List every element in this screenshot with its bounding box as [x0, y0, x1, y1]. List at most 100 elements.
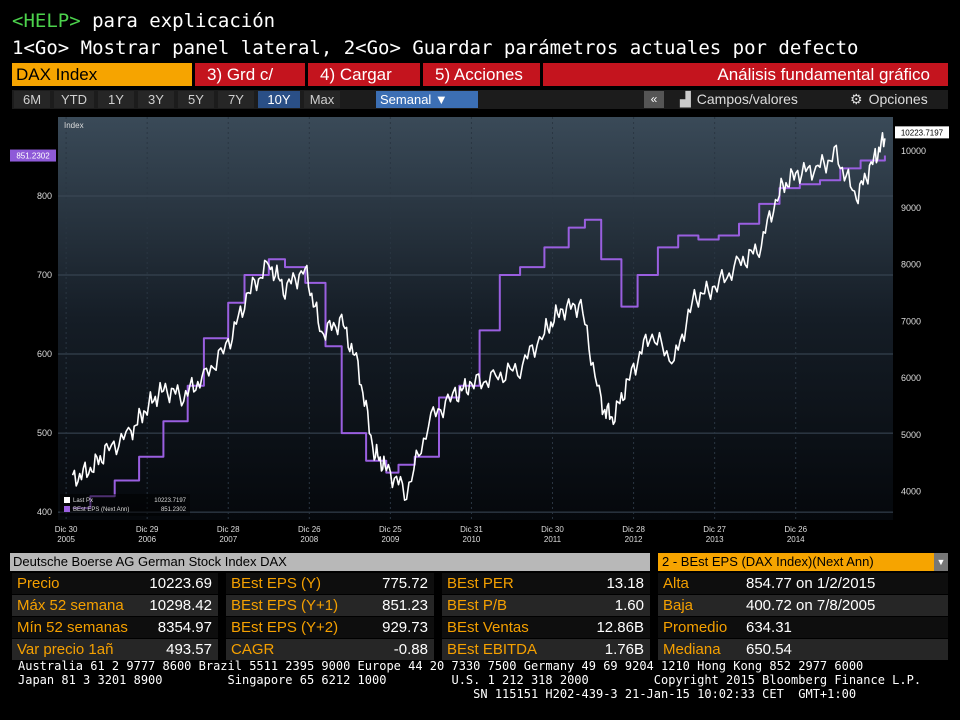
series-line-best-eps[interactable]: [72, 155, 886, 510]
stat-cell: Mín 52 semanas 8354.97: [12, 617, 218, 638]
stat-value: 634.31: [746, 619, 792, 636]
x-tick-label: Dic 30: [55, 525, 78, 534]
period-button-3y[interactable]: 3Y: [138, 91, 174, 108]
stat-label: Var precio 1añ: [17, 641, 114, 658]
stat-cell: Alta 854.77 on 1/2/2015: [658, 573, 948, 594]
stat-cell: BEst EPS (Y+1) 851.23: [226, 595, 434, 616]
plot-area[interactable]: [58, 117, 893, 520]
grid: [58, 117, 893, 520]
x-tick-label: Dic 31: [460, 525, 483, 534]
stat-cell: Promedio 634.31: [658, 617, 948, 638]
frequency-dropdown[interactable]: Semanal ▼: [376, 91, 478, 108]
period-button-1y[interactable]: 1Y: [98, 91, 134, 108]
save-chart-button[interactable]: 3) Grd c/: [195, 63, 305, 86]
x-tick-year: 2008: [300, 535, 318, 544]
series-line-last-px[interactable]: [71, 132, 886, 501]
x-tick-label: Dic 30: [541, 525, 564, 534]
options-button[interactable]: ⚙ Opciones: [850, 90, 928, 109]
right-tick-label: 4000: [901, 487, 921, 497]
stat-cell: BEst EBITDA 1.76B: [442, 639, 650, 660]
stat-label: Baja: [663, 597, 694, 614]
left-last-value-tag: [10, 149, 56, 162]
period-button-10y[interactable]: 10Y: [258, 91, 300, 108]
x-tick-year: 2006: [138, 535, 156, 544]
stat-value: 1.60: [614, 597, 644, 614]
right-last-value: 10223.7197: [901, 128, 944, 137]
options-label: Opciones: [868, 91, 928, 107]
collapse-button[interactable]: «: [644, 91, 664, 108]
stat-value: 13.18: [606, 575, 644, 592]
right-tick-label: 9000: [901, 203, 921, 213]
ticker-field[interactable]: DAX Index: [12, 63, 192, 86]
stat-cell: Precio 10223.69: [12, 573, 218, 594]
left-tick-label: 700: [37, 270, 52, 280]
footer-line: SN 115151 H202-439-3 21-Jan-15 10:02:33 …: [18, 687, 857, 701]
stat-value: 775.72: [382, 575, 428, 592]
stat-label: Precio: [17, 575, 60, 592]
legend-box: [60, 494, 190, 516]
x-tick-label: Dic 29: [136, 525, 159, 534]
footer-line: Australia 61 2 9777 8600 Brazil 5511 239…: [18, 659, 864, 673]
stat-value: 851.23: [382, 597, 428, 614]
fields-values-button[interactable]: ▟ Campos/valores: [680, 90, 798, 109]
function-toolbar: DAX Index 3) Grd c/ 4) Cargar 5) Accione…: [12, 63, 948, 86]
left-axis: 400 500 600 700 800: [37, 191, 52, 517]
right-tick-label: 10000: [901, 146, 926, 156]
stat-cell: BEst PER 13.18: [442, 573, 650, 594]
x-tick-year: 2010: [463, 535, 481, 544]
stat-label: BEst P/B: [447, 597, 508, 614]
fields-values-label: Campos/valores: [696, 91, 798, 107]
load-button[interactable]: 4) Cargar: [308, 63, 420, 86]
left-tick-label: 800: [37, 191, 52, 201]
stat-label: CAGR: [231, 641, 275, 658]
series-selector[interactable]: 2 - BEst EPS (DAX Index)(Next Ann) ▼: [658, 553, 948, 571]
help-key[interactable]: <HELP>: [12, 10, 81, 32]
legend-label: Last Px: [73, 498, 93, 504]
x-tick-year: 2011: [544, 535, 562, 544]
stat-value: 400.72 on 7/8/2005: [746, 597, 876, 614]
footer-line: Japan 81 3 3201 8900 Singapore 65 6212 1…: [18, 673, 922, 687]
period-button-max[interactable]: Max: [304, 91, 340, 108]
chart[interactable]: Index 400 500 600 700 800 4000 5000 6000 7000 80…: [0, 112, 960, 550]
last-value-labels: 851.2302 10223.7197: [10, 126, 949, 162]
x-tick-label: Dic 28: [217, 525, 240, 534]
help-command-line[interactable]: <HELP> para explicación: [12, 10, 275, 32]
legend-swatch: [64, 506, 70, 512]
stat-value: 929.73: [382, 619, 428, 636]
stat-label: Alta: [663, 575, 689, 592]
stat-label: Mediana: [663, 641, 721, 658]
legend-label: BEst EPS (Next Ann): [73, 507, 129, 513]
chart-icon: ▟: [680, 91, 691, 107]
stat-label: BEst EPS (Y+1): [231, 597, 339, 614]
chevron-down-icon[interactable]: ▼: [934, 553, 948, 571]
left-tick-label: 600: [37, 349, 52, 359]
left-axis-label: Index: [64, 121, 84, 130]
stat-label: BEst PER: [447, 575, 514, 592]
stat-label: BEst EBITDA: [447, 641, 538, 658]
period-button-6m[interactable]: 6M: [14, 91, 50, 108]
period-button-ytd[interactable]: YTD: [54, 91, 94, 108]
period-button-5y[interactable]: 5Y: [178, 91, 214, 108]
stat-value: 12.86B: [596, 619, 644, 636]
stat-label: Máx 52 semana: [17, 597, 124, 614]
stat-cell: Baja 400.72 on 7/8/2005: [658, 595, 948, 616]
period-button-7y[interactable]: 7Y: [218, 91, 254, 108]
left-tick-label: 400: [37, 507, 52, 517]
legend-value: 851.2302: [161, 507, 187, 513]
stat-value: -0.88: [393, 641, 428, 658]
x-tick-label: Dic 27: [703, 525, 726, 534]
x-tick-year: 2012: [625, 535, 643, 544]
options-command-line[interactable]: 1<Go> Mostrar panel lateral, 2<Go> Guard…: [12, 37, 859, 59]
security-description: Deutsche Boerse AG German Stock Index DA…: [10, 553, 650, 571]
x-tick-year: 2009: [381, 535, 399, 544]
x-tick-label: Dic 28: [622, 525, 645, 534]
actions-button[interactable]: 5) Acciones: [423, 63, 540, 86]
left-last-value: 851.2302: [16, 152, 50, 161]
function-title: Análisis fundamental gráfico: [543, 63, 948, 86]
stat-label: Promedio: [663, 619, 728, 636]
series-selector-label: 2 - BEst EPS (DAX Index)(Next Ann): [662, 554, 874, 569]
stat-value: 1.76B: [604, 641, 644, 658]
stat-label: Mín 52 semanas: [17, 619, 128, 636]
stat-value: 8354.97: [157, 619, 212, 636]
